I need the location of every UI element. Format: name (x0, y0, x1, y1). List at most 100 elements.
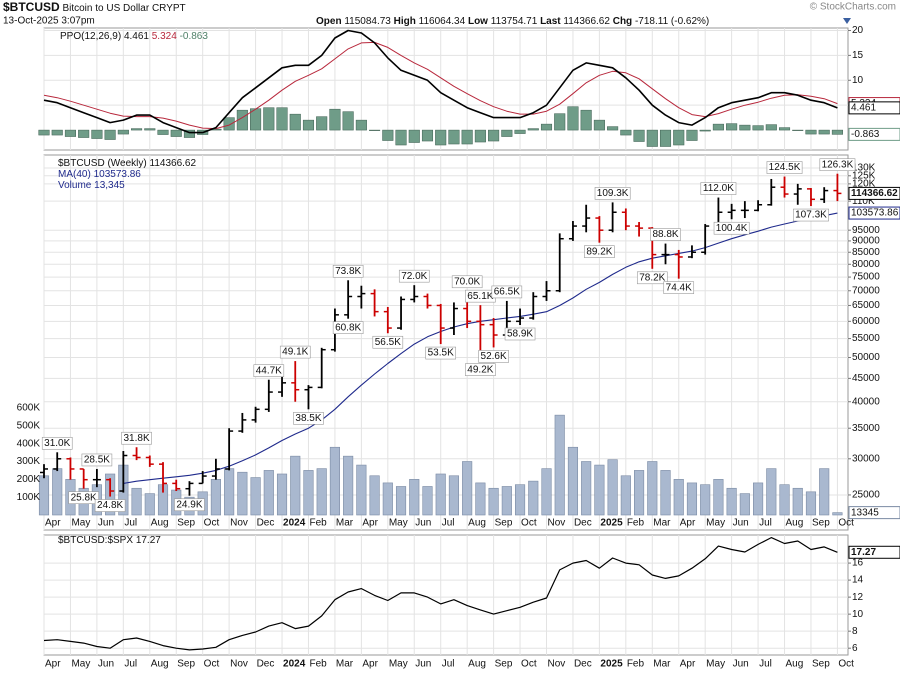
x-tick-label: Jul (759, 518, 772, 529)
histogram-bar (712, 123, 724, 131)
annotation-label: 65.1K (467, 291, 493, 302)
ma-name: MA(40) (58, 169, 91, 180)
volume-bar (739, 493, 750, 516)
histogram-bar (157, 129, 169, 135)
x-tick-label: Mar (653, 659, 671, 670)
histogram-bar (289, 113, 301, 131)
x-tick-label: Aug (468, 659, 486, 670)
high-label: High (394, 16, 416, 27)
volume-bar (514, 484, 526, 516)
last-value: 114366.62 (563, 16, 610, 27)
volume-bar (409, 479, 420, 516)
panel (43, 534, 849, 656)
histogram-bar (448, 129, 460, 145)
histogram-bar (580, 109, 592, 131)
x-tick-label: May (706, 659, 725, 670)
annotation-label: 31.0K (44, 438, 70, 449)
x-tick-label: 2024 (283, 518, 306, 529)
volume-bar (686, 482, 698, 516)
x-tick-label: May (706, 518, 725, 529)
volume-bar (131, 487, 142, 516)
volume-tick-label: 600K (17, 403, 41, 414)
ma-last: 103573.86 (94, 169, 142, 180)
annotation-label: 31.8K (123, 433, 149, 444)
volume-bar (713, 479, 724, 516)
y-tick-label: 40000 (852, 396, 880, 407)
histogram-last: -0.863 (180, 31, 209, 42)
histogram-bar (540, 123, 553, 131)
histogram-bar (131, 128, 143, 131)
volume-bar (448, 475, 459, 516)
histogram-bar (488, 129, 500, 142)
annotation-box (766, 161, 803, 174)
x-tick-label: Apr (45, 518, 61, 529)
histogram-bar (765, 124, 777, 131)
volume-last: 13,345 (94, 180, 125, 191)
annotation-label: 24.9K (176, 499, 202, 510)
ratio-title: $BTCUSD:$SPX (58, 535, 133, 546)
histogram-bar (263, 107, 275, 131)
volume-bar (38, 475, 50, 516)
volume-bar (607, 459, 618, 516)
histogram-bar (355, 119, 367, 131)
histogram-bar (382, 129, 394, 141)
histogram-bar (276, 107, 288, 131)
x-tick-label: Sep (812, 659, 830, 670)
annotation-box (174, 498, 205, 512)
instrument-name: Bitcoin to US Dollar (62, 3, 149, 14)
y-tick-label: 25000 (852, 490, 880, 501)
annotation-label: 124.5K (769, 162, 801, 173)
dropdown-arrow[interactable] (843, 18, 851, 24)
histogram-bar (831, 129, 843, 135)
annotation-box (332, 264, 364, 278)
ma-legend: MA(40) 103573.86 (58, 169, 141, 180)
y-tick-label: 14 (852, 575, 864, 586)
histogram-bar (38, 129, 50, 136)
volume-bar (250, 477, 261, 516)
x-tick-label: Jun (415, 518, 431, 529)
volume-bar (395, 486, 407, 516)
x-tick-label: Jun (98, 518, 114, 529)
quote-line: Open 115084.73 High 116064.34 Low 113754… (316, 16, 709, 27)
histogram-bar (461, 129, 473, 145)
volume-bar (819, 468, 830, 516)
value-box (848, 186, 900, 200)
volume-tick-label: 100K (17, 492, 41, 503)
histogram-bar (818, 129, 830, 135)
histogram-bar (659, 129, 672, 147)
x-tick-label: Jun (98, 659, 114, 670)
volume-bar (237, 471, 248, 516)
y-tick-label: 80000 (852, 259, 880, 270)
volume-bar (779, 484, 790, 516)
x-tick-label: Jul (442, 659, 455, 670)
price-title: $BTCUSD (Weekly) (58, 158, 147, 169)
volume-bar (792, 487, 803, 516)
open-label: Open (316, 16, 342, 27)
volume-bar (726, 487, 737, 516)
y-tick-label: 120K (852, 179, 876, 190)
histogram-bar (567, 106, 579, 131)
histogram-bar (223, 117, 235, 131)
volume-bar (369, 475, 380, 516)
price-legend: $BTCUSD (Weekly) 114366.62 (58, 158, 196, 169)
x-tick-label: Apr (362, 518, 378, 529)
annotation-box (793, 208, 829, 222)
annotation-label: 78.2K (639, 272, 665, 283)
annotation-box (398, 269, 430, 283)
volume-legend: Volume 13,345 (58, 180, 125, 191)
signal-line (43, 41, 838, 130)
histogram-bar (739, 124, 751, 131)
volume-bar (343, 455, 354, 516)
annotation-box (478, 350, 509, 363)
histogram-bar (554, 113, 566, 131)
x-tick-label: Oct (204, 659, 220, 670)
volume-bar (620, 475, 631, 516)
volume-bar (660, 470, 671, 516)
annotation-label: 24.8K (97, 500, 123, 511)
volume-bar (263, 470, 274, 516)
histogram-bar (170, 129, 182, 137)
annotation-box (279, 345, 311, 359)
last-label: Last (540, 16, 561, 27)
histogram-bar (421, 129, 434, 142)
